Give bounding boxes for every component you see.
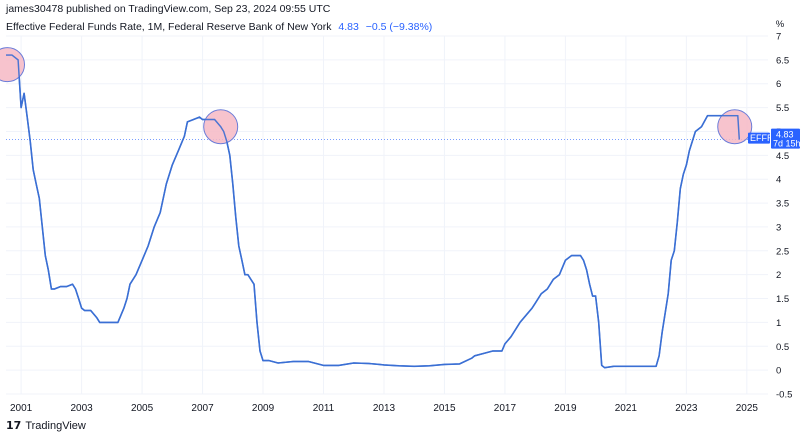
y-tick-label: 4 bbox=[776, 175, 781, 186]
tradingview-logo-icon: 17 bbox=[6, 419, 22, 432]
highlight-circle bbox=[717, 109, 753, 145]
x-tick-label: 2009 bbox=[252, 403, 275, 414]
x-tick-label: 2023 bbox=[675, 403, 698, 414]
x-tick-label: 2019 bbox=[554, 403, 577, 414]
y-tick-label: 2.5 bbox=[776, 246, 789, 257]
y-tick-label: 3 bbox=[776, 222, 781, 233]
y-tick-label: -0.5 bbox=[776, 390, 792, 401]
y-tick-label: 1.5 bbox=[776, 294, 789, 305]
symbol-badge bbox=[748, 132, 770, 144]
publisher-text: james30478 published on TradingView.com,… bbox=[6, 3, 331, 15]
y-tick-label: 1 bbox=[776, 318, 781, 329]
price-badge-value: 4.83 bbox=[776, 130, 794, 140]
y-tick-label: 5.5 bbox=[776, 103, 789, 114]
y-tick-label: 6 bbox=[776, 79, 781, 90]
x-tick-label: 2005 bbox=[131, 403, 154, 414]
x-tick-label: 2001 bbox=[10, 403, 33, 414]
y-tick-label: 0.5 bbox=[776, 342, 789, 353]
y-tick-label: 4.5 bbox=[776, 151, 789, 162]
y-tick-label: 2 bbox=[776, 270, 781, 281]
series-line-overlay bbox=[6, 54, 740, 369]
legend-title: Effective Federal Funds Rate, 1M, Federa… bbox=[6, 21, 332, 33]
legend-change: −0.5 (−9.38%) bbox=[365, 21, 433, 33]
legend-value: 4.83 bbox=[338, 21, 359, 33]
y-tick-label: 0 bbox=[776, 366, 781, 377]
brand-label: TradingView bbox=[25, 419, 86, 432]
y-tick-label: 3.5 bbox=[776, 199, 789, 210]
publish-header: james30478 published on TradingView.com,… bbox=[0, 0, 811, 16]
footer-brand: 17 TradingView bbox=[6, 419, 86, 432]
x-tick-label: 2011 bbox=[313, 403, 335, 414]
series-line-effr[interactable] bbox=[6, 54, 741, 369]
price-badge-countdown: 7d 15h bbox=[773, 139, 801, 149]
x-tick-label: 2017 bbox=[494, 403, 517, 414]
x-tick-label: 2007 bbox=[191, 403, 214, 414]
x-tick-label: 2003 bbox=[70, 403, 93, 414]
symbol-badge-label: EFFR bbox=[750, 133, 774, 143]
chart-legend[interactable]: Effective Federal Funds Rate, 1M, Federa… bbox=[6, 21, 432, 33]
y-tick-label: 6.5 bbox=[776, 55, 789, 66]
y-tick-label: 7 bbox=[776, 32, 781, 43]
x-tick-label: 2025 bbox=[736, 403, 759, 414]
x-tick-label: 2015 bbox=[433, 403, 456, 414]
price-badge bbox=[771, 128, 800, 149]
x-tick-label: 2013 bbox=[373, 403, 396, 414]
price-scale-unit-button[interactable]: % bbox=[775, 19, 785, 30]
x-tick-label: 2021 bbox=[615, 403, 638, 414]
